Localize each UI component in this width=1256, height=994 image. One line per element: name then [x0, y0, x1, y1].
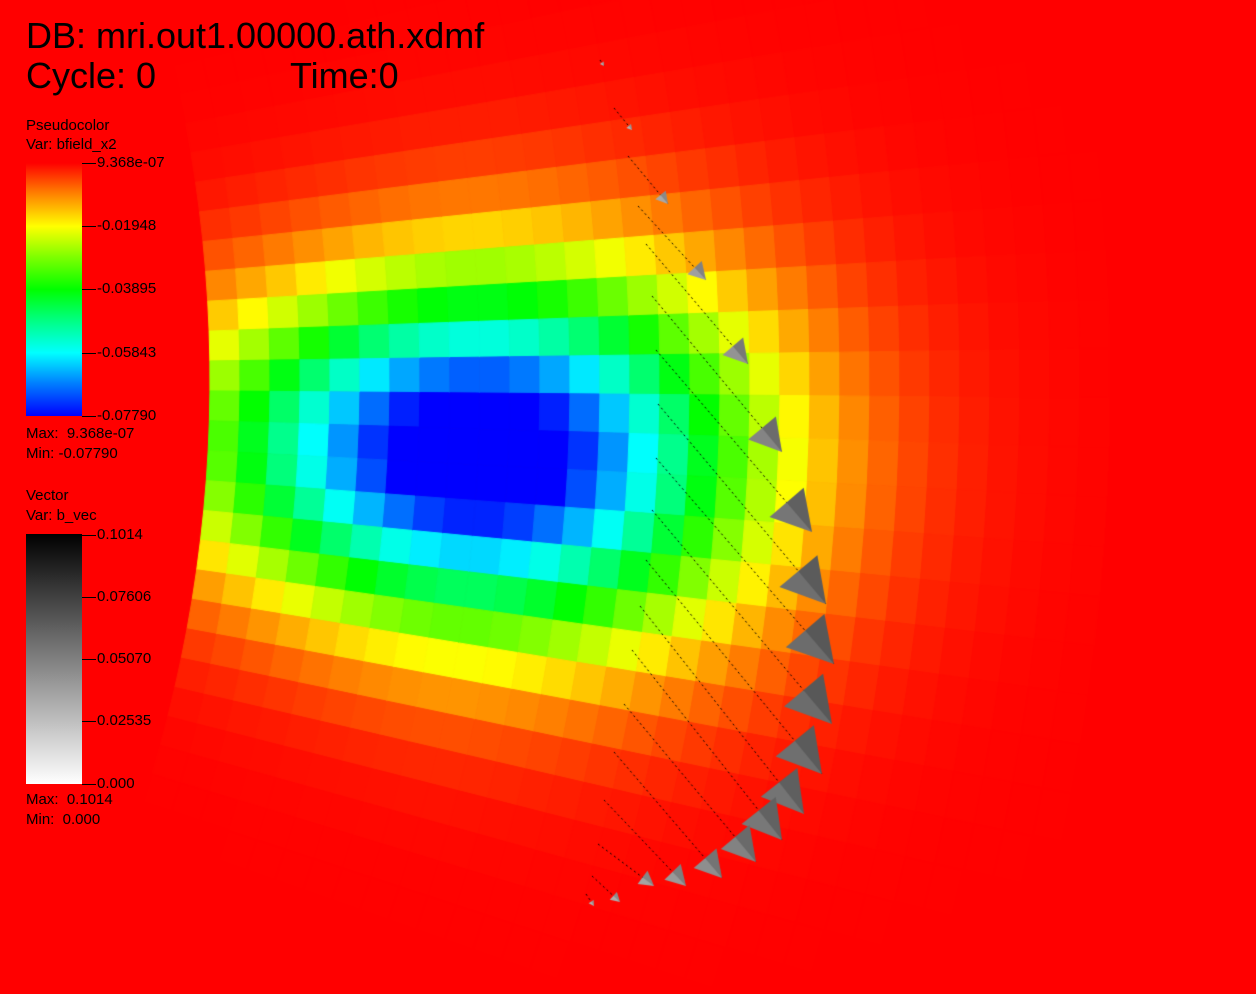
vector-tick	[82, 659, 96, 660]
database-title: DB: mri.out1.00000.ath.xdmf	[26, 15, 485, 56]
vector-tick-label: 0.000	[97, 775, 135, 792]
pseudocolor-plot-type: Pseudocolor	[26, 117, 110, 134]
pseudocolor-tick-label: -0.05843	[97, 344, 157, 361]
vector-grayscale-bar	[26, 534, 82, 784]
pseudocolor-var: Var: bfield_x2	[26, 136, 117, 153]
vector-tick	[82, 721, 96, 722]
pseudocolor-tick-label: -0.01948	[97, 217, 157, 234]
pseudocolor-tick-label: -0.07790	[97, 407, 157, 424]
cycle-label: Cycle: 0	[26, 55, 157, 96]
vector-tick-label: 0.1014	[97, 526, 143, 543]
vector-tick	[82, 535, 96, 536]
pseudocolor-tick-label: -0.03895	[97, 280, 157, 297]
vector-plot-type: Vector	[26, 487, 69, 504]
pseudocolor-tick	[82, 289, 96, 290]
pseudocolor-tick	[82, 416, 96, 417]
vector-tick	[82, 597, 96, 598]
vector-max: Max: 0.1014	[26, 791, 113, 808]
pseudocolor-min: Min: -0.07790	[26, 445, 118, 462]
vector-min: Min: 0.000	[26, 811, 101, 828]
pseudocolor-tick	[82, 226, 96, 227]
vector-tick-label: 0.07606	[97, 588, 152, 605]
vector-var: Var: b_vec	[26, 507, 97, 524]
pseudocolor-tick	[82, 353, 96, 354]
pseudocolor-max: Max: 9.368e-07	[26, 425, 135, 442]
vector-tick-label: 0.05070	[97, 650, 152, 667]
pseudocolor-color-bar	[26, 163, 82, 416]
time-label: Time:0	[290, 55, 399, 96]
vector-tick-label: 0.02535	[97, 712, 152, 729]
vector-tick	[82, 784, 96, 785]
pseudocolor-tick-label: 9.368e-07	[97, 154, 165, 171]
pseudocolor-tick	[82, 163, 96, 164]
